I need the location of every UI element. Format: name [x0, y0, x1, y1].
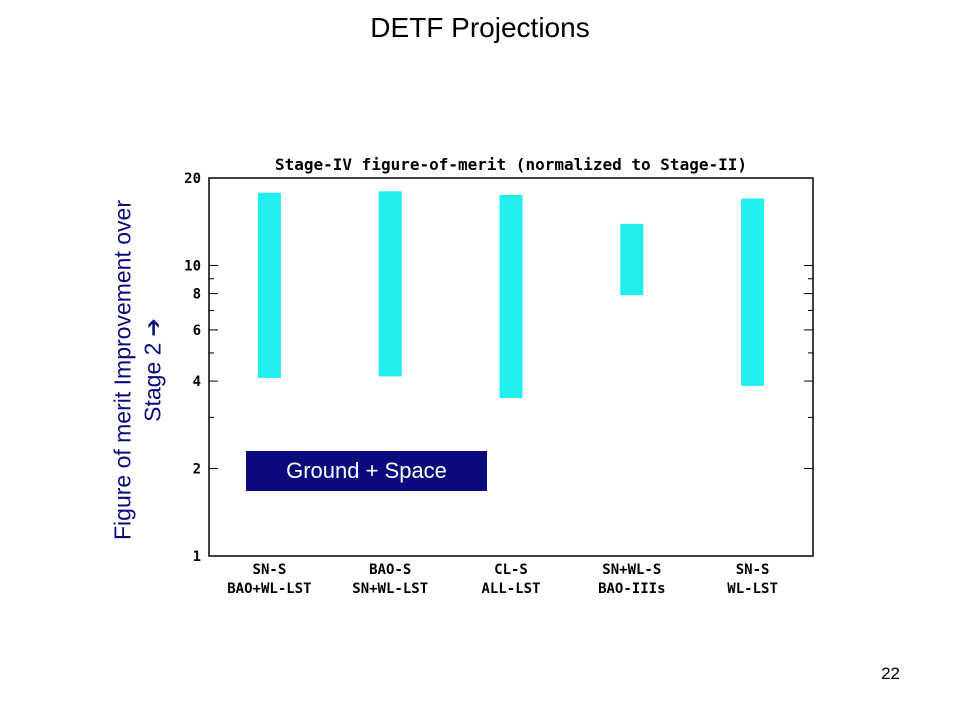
y-tick-label: 6	[193, 323, 201, 339]
y-tick-label: 10	[184, 258, 201, 274]
x-tick-label: CL-S	[494, 562, 528, 578]
y-tick-label: 4	[193, 374, 201, 390]
legend-label-box: Ground + Space	[246, 451, 487, 491]
x-tick-label: ALL-LST	[481, 581, 540, 597]
y-tick-label: 2	[193, 462, 201, 478]
plot-frame	[208, 177, 814, 557]
page-number: 22	[881, 664, 900, 683]
y-tick-label: 1	[193, 549, 201, 565]
bar-2	[378, 191, 402, 377]
x-tick-label: BAO-IIIs	[598, 581, 665, 597]
x-axis-labels: SN-S BAO+WL-LST BAO-S SN+WL-LST CL-S ALL-LST S…	[227, 562, 778, 597]
bar-series	[257, 191, 765, 398]
bar-5	[741, 198, 765, 386]
legend-label: Ground + Space	[286, 458, 447, 483]
bar-1	[257, 192, 281, 378]
x-tick-label: BAO+WL-LST	[227, 581, 311, 597]
x-tick-label: WL-LST	[727, 581, 778, 597]
bar-4	[620, 223, 644, 296]
bar-3	[499, 194, 523, 398]
slide-title: DETF Projections	[370, 12, 590, 43]
chart-title: Stage-IV figure-of-merit (normalized to …	[275, 155, 747, 174]
y-tick-label: 8	[193, 287, 201, 303]
x-tick-label: SN+WL-LST	[352, 581, 428, 597]
x-tick-label: SN-S	[736, 562, 770, 578]
x-tick-label: BAO-S	[369, 562, 411, 578]
y-tick-label: 20	[184, 171, 201, 187]
y-axis-ticks: 1 2 4 6 8 10 20	[184, 171, 813, 565]
x-tick-label: SN-S	[253, 562, 287, 578]
x-tick-label: SN+WL-S	[602, 562, 661, 578]
